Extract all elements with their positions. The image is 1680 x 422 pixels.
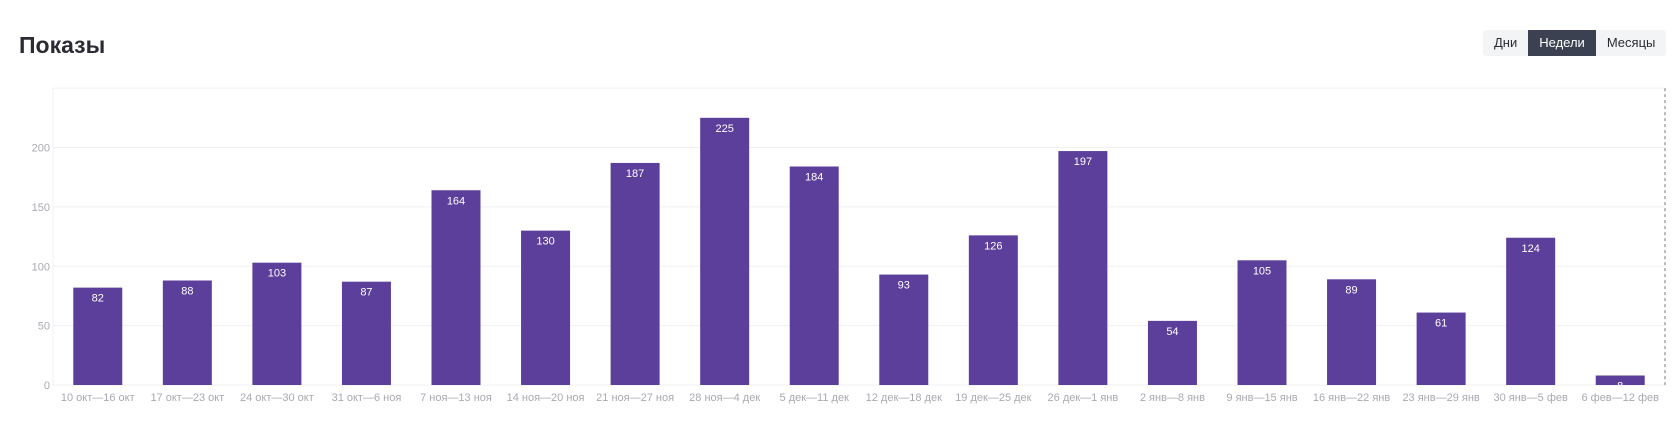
bar [1147, 320, 1197, 385]
x-tick-label: 7 ноя—13 ноя [420, 392, 492, 404]
bar-value-label: 87 [360, 287, 372, 299]
bar-value-label: 89 [1345, 284, 1357, 296]
x-tick-label: 28 ноя—4 дек [689, 392, 760, 404]
period-months-button[interactable]: Месяцы [1595, 30, 1667, 56]
x-tick-label: 5 дек—11 дек [780, 392, 850, 404]
bar [521, 230, 571, 385]
x-tick-label: 30 янв—5 фев [1493, 392, 1568, 404]
bar-value-label: 8 [1617, 381, 1623, 393]
bar-value-label: 164 [447, 195, 465, 207]
bar [968, 235, 1018, 385]
x-tick-label: 31 окт—6 ноя [332, 392, 402, 404]
bar-value-label: 130 [536, 236, 554, 248]
x-tick-label: 24 окт—30 окт [240, 392, 314, 404]
bar [1595, 375, 1645, 385]
bar [431, 190, 481, 385]
y-tick-label: 200 [32, 143, 50, 155]
x-tick-label: 14 ноя—20 ноя [507, 392, 585, 404]
x-tick-label: 26 дек—1 янв [1048, 392, 1119, 404]
y-tick-label: 100 [32, 261, 50, 273]
bar-value-label: 88 [181, 286, 193, 298]
bar [162, 280, 212, 385]
bar-value-label: 105 [1253, 265, 1271, 277]
bar-value-label: 197 [1074, 156, 1092, 168]
bar [341, 281, 391, 385]
y-tick-label: 150 [32, 202, 50, 214]
x-tick-label: 23 янв—29 янв [1402, 392, 1479, 404]
bar-value-label: 187 [626, 168, 644, 180]
bar-value-label: 82 [92, 293, 104, 305]
bar [700, 117, 750, 385]
period-weeks-button[interactable]: Недели [1528, 30, 1596, 56]
bar-value-label: 184 [805, 172, 823, 184]
x-tick-label: 19 дек—25 дек [955, 392, 1031, 404]
impressions-bar-chart: 0 50 100 150 200 82 10 окт—16 окт 88 17 окт—23 о… [32, 87, 1666, 404]
bar-value-label: 93 [898, 280, 910, 292]
x-tick-label: 17 окт—23 окт [150, 392, 224, 404]
y-tick-label: 0 [44, 380, 50, 392]
bar [879, 274, 929, 385]
bar-value-label: 124 [1521, 243, 1539, 255]
x-tick-label: 2 янв—8 янв [1140, 392, 1205, 404]
bar-value-label: 54 [1166, 326, 1178, 338]
y-tick-label: 50 [38, 321, 50, 333]
bar-value-label: 61 [1435, 318, 1447, 330]
bar [1506, 237, 1556, 385]
bar [1058, 151, 1108, 385]
x-tick-label: 12 дек—18 дек [866, 392, 942, 404]
page-title: Показы [19, 32, 106, 58]
x-tick-label: 10 окт—16 окт [61, 392, 135, 404]
bar [73, 287, 123, 385]
x-tick-label: 9 янв—15 янв [1226, 392, 1297, 404]
x-tick-label: 21 ноя—27 ноя [596, 392, 674, 404]
bar [252, 262, 302, 385]
x-tick-label: 6 фев—12 фев [1581, 392, 1659, 404]
period-days-button[interactable]: Дни [1483, 30, 1529, 56]
bar [1327, 279, 1377, 385]
bar-value-label: 126 [984, 240, 1002, 252]
x-tick-label: 16 янв—22 янв [1313, 392, 1390, 404]
bar [1416, 312, 1466, 385]
bar-value-label: 225 [715, 123, 733, 135]
bar [1237, 260, 1287, 385]
bar [610, 162, 660, 385]
bar-value-label: 103 [268, 268, 286, 280]
bar [789, 166, 839, 385]
period-toggle: Дни Недели Месяцы [1483, 30, 1667, 56]
